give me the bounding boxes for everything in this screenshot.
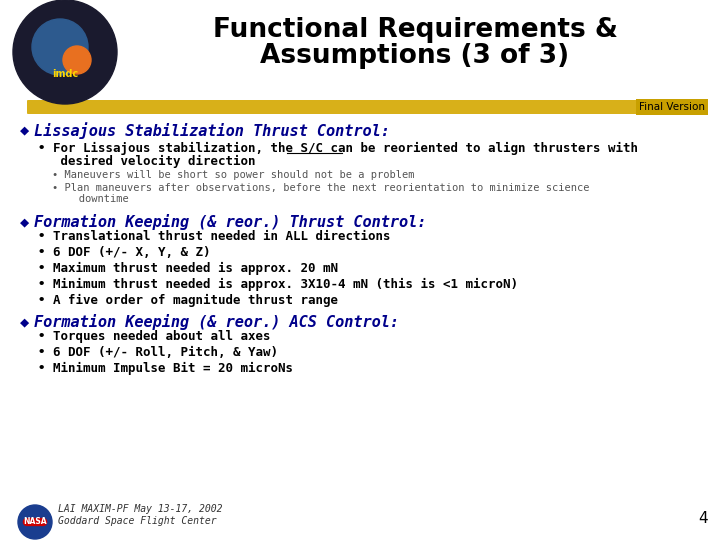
- Text: downtime: downtime: [60, 194, 129, 204]
- Text: • Translational thrust needed in ALL directions: • Translational thrust needed in ALL dir…: [38, 230, 390, 243]
- Text: imdc: imdc: [52, 69, 78, 79]
- Circle shape: [18, 505, 52, 539]
- Text: ◆: ◆: [20, 314, 29, 329]
- Text: • Maximum thrust needed is approx. 20 mN: • Maximum thrust needed is approx. 20 mN: [38, 262, 338, 275]
- Text: • Maneuvers will be short so power should not be a problem: • Maneuvers will be short so power shoul…: [52, 170, 415, 180]
- Text: • 6 DOF (+/- X, Y, & Z): • 6 DOF (+/- X, Y, & Z): [38, 246, 210, 259]
- FancyBboxPatch shape: [27, 100, 677, 114]
- Text: desired velocity direction: desired velocity direction: [38, 155, 256, 168]
- Text: Lissajous Stabilization Thrust Control:: Lissajous Stabilization Thrust Control:: [34, 122, 390, 139]
- Text: ◆: ◆: [20, 214, 29, 229]
- Text: • A five order of magnitude thrust range: • A five order of magnitude thrust range: [38, 294, 338, 307]
- Text: NASA: NASA: [23, 517, 47, 526]
- Circle shape: [32, 19, 88, 75]
- Text: • For Lissajous stabilization, the S/C can be reoriented to align thrusters with: • For Lissajous stabilization, the S/C c…: [38, 142, 638, 155]
- Text: Formation Keeping (& reor.) ACS Control:: Formation Keeping (& reor.) ACS Control:: [34, 314, 399, 330]
- FancyBboxPatch shape: [636, 99, 708, 115]
- Circle shape: [63, 46, 91, 74]
- Text: • Minimum thrust needed is approx. 3X10-4 mN (this is <1 microN): • Minimum thrust needed is approx. 3X10-…: [38, 278, 518, 291]
- Text: Formation Keeping (& reor.) Thrust Control:: Formation Keeping (& reor.) Thrust Contr…: [34, 214, 426, 230]
- Text: Assumptions (3 of 3): Assumptions (3 of 3): [261, 43, 570, 69]
- Text: • Plan maneuvers after observations, before the next reorientation to minimize s: • Plan maneuvers after observations, bef…: [52, 183, 590, 193]
- Text: • 6 DOF (+/- Roll, Pitch, & Yaw): • 6 DOF (+/- Roll, Pitch, & Yaw): [38, 346, 278, 359]
- Text: Goddard Space Flight Center: Goddard Space Flight Center: [58, 516, 217, 526]
- Text: Functional Requirements &: Functional Requirements &: [212, 17, 618, 43]
- Circle shape: [13, 0, 117, 104]
- Text: 4: 4: [698, 511, 708, 526]
- Text: • Torques needed about all axes: • Torques needed about all axes: [38, 330, 271, 343]
- Text: LAI MAXIM-PF May 13-17, 2002: LAI MAXIM-PF May 13-17, 2002: [58, 504, 222, 514]
- Text: • Minimum Impulse Bit = 20 microNs: • Minimum Impulse Bit = 20 microNs: [38, 362, 293, 375]
- Text: ◆: ◆: [20, 122, 29, 137]
- Text: Final Version: Final Version: [639, 102, 705, 112]
